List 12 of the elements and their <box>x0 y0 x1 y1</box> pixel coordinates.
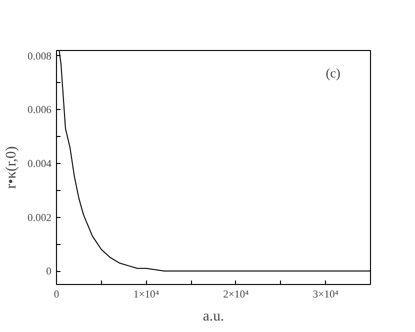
y-tick-label: 0.006 <box>28 105 52 116</box>
x-tick-label: 1×10⁴ <box>133 290 160 300</box>
y-tick-label: 0.002 <box>28 212 52 224</box>
y-tick-label: 0.008 <box>28 51 52 62</box>
x-tick-label: 2×10⁴ <box>223 290 250 300</box>
x-tick-label: 0 <box>54 290 60 300</box>
y-axis-title: r•κ(r,0) <box>4 146 20 189</box>
x-tick-label: 3×10⁴ <box>312 290 339 300</box>
y-tick-label: 0.004 <box>28 158 52 170</box>
annotation: (c) <box>326 66 341 80</box>
y-tick-label: 0 <box>46 266 52 278</box>
x-axis-title: a.u. <box>202 308 224 324</box>
